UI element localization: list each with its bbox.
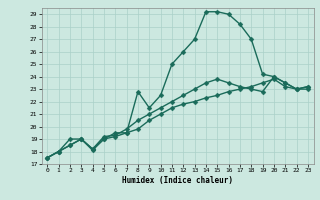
X-axis label: Humidex (Indice chaleur): Humidex (Indice chaleur) bbox=[122, 176, 233, 185]
